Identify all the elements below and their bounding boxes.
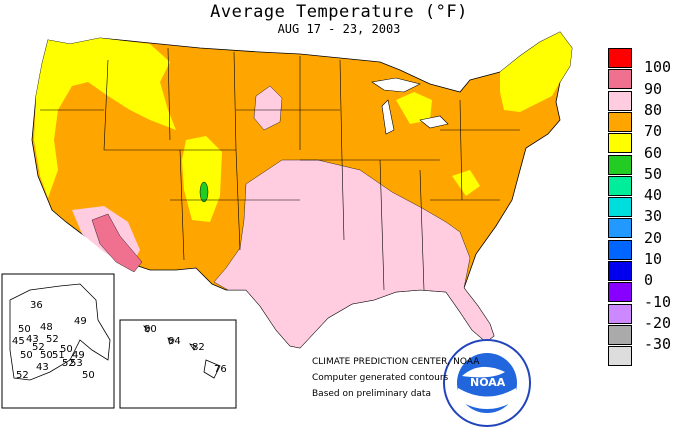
alaska-outline bbox=[9, 283, 111, 381]
legend-swatch bbox=[608, 261, 632, 281]
alaska-label: 50 bbox=[82, 370, 95, 381]
map-title: Average Temperature (°F) bbox=[210, 2, 468, 22]
legend-label: 70 bbox=[644, 122, 663, 141]
legend-swatch bbox=[608, 324, 632, 345]
noaa-logo-text: NOAA bbox=[470, 376, 506, 389]
legend-label: 80 bbox=[644, 100, 663, 119]
warm-region-dakota bbox=[253, 85, 283, 131]
legend-swatch bbox=[608, 133, 632, 154]
alaska-label: 49 bbox=[72, 350, 85, 361]
alaska-label: 45 bbox=[12, 336, 25, 347]
great-lakes bbox=[371, 77, 449, 135]
hawaii-label: 82 bbox=[192, 342, 205, 353]
legend-label: 100 bbox=[644, 58, 672, 77]
hawaii-label: 80 bbox=[144, 324, 157, 335]
legend-swatch bbox=[608, 154, 632, 175]
legend-swatch bbox=[608, 48, 632, 68]
alaska-label: 52 bbox=[62, 358, 75, 369]
legend-swatch bbox=[608, 303, 632, 324]
state-borders bbox=[40, 47, 520, 291]
legend-swatch bbox=[608, 282, 632, 303]
alaska-label: 52 bbox=[46, 334, 59, 345]
warm-region-south bbox=[213, 159, 495, 349]
alaska-label: 43 bbox=[36, 362, 49, 373]
alaska-label: 43 bbox=[26, 334, 39, 345]
cool-region-rockies bbox=[182, 136, 222, 222]
cold-spot bbox=[199, 181, 209, 203]
legend-swatch bbox=[608, 346, 632, 367]
legend-label: 60 bbox=[644, 143, 663, 162]
hawaii-label: 76 bbox=[214, 364, 227, 375]
legend-label: -20 bbox=[644, 313, 672, 332]
credit-line: Computer generated contours bbox=[312, 373, 449, 383]
alaska-label: 48 bbox=[40, 322, 53, 333]
legend-label: 40 bbox=[644, 186, 663, 205]
alaska-label: 50 bbox=[18, 324, 31, 335]
alaska-label: 50 bbox=[20, 350, 33, 361]
credit-line: Based on preliminary data bbox=[312, 389, 431, 399]
alaska-label: 53 bbox=[70, 358, 83, 369]
cool-region-west bbox=[34, 38, 176, 198]
alaska-label: 52 bbox=[32, 342, 45, 353]
legend-label: 30 bbox=[644, 207, 663, 226]
cool-region-appalachia bbox=[452, 170, 480, 196]
hawaii-islands bbox=[143, 325, 221, 379]
legend-label: 90 bbox=[644, 79, 663, 98]
legend-swatch bbox=[608, 239, 632, 260]
alaska-label: 52 bbox=[16, 370, 29, 381]
alaska-label: 50 bbox=[60, 344, 73, 355]
legend-label: -10 bbox=[644, 292, 672, 311]
alaska-label: 49 bbox=[74, 316, 87, 327]
legend-label: 20 bbox=[644, 228, 663, 247]
map-subtitle: AUG 17 - 23, 2003 bbox=[277, 22, 401, 36]
hot-region-desert bbox=[91, 213, 143, 273]
cool-region-michigan bbox=[396, 92, 432, 124]
hawaii-label: 84 bbox=[168, 336, 181, 347]
legend-swatch bbox=[608, 69, 632, 90]
alaska-label: 51 bbox=[52, 350, 65, 361]
legend-label: 10 bbox=[644, 250, 663, 268]
noaa-logo bbox=[443, 339, 531, 427]
legend-label: 50 bbox=[644, 164, 663, 183]
cool-region-northeast bbox=[500, 32, 572, 112]
alaska-label: 36 bbox=[30, 300, 43, 311]
legend-swatch bbox=[608, 197, 632, 218]
legend-label: 0 bbox=[644, 271, 654, 290]
legend-swatch bbox=[608, 175, 632, 196]
legend-swatch bbox=[608, 218, 632, 239]
hawaii-inset-frame bbox=[119, 319, 237, 409]
alaska-label: 50 bbox=[40, 350, 53, 361]
credit-line: CLIMATE PREDICTION CENTER, NOAA bbox=[312, 357, 480, 367]
legend-swatch bbox=[608, 111, 632, 132]
legend-label: -30 bbox=[644, 335, 672, 354]
legend-swatch bbox=[608, 90, 632, 111]
